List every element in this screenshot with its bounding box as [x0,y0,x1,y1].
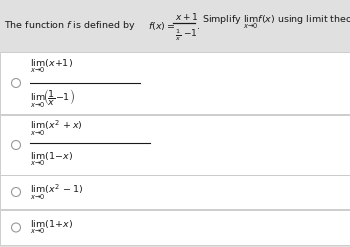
Text: The function $\mathit{f}$ is defined by: The function $\mathit{f}$ is defined by [4,20,136,33]
Bar [0,115,350,175]
Text: $\frac{1}{x}$: $\frac{1}{x}$ [175,28,181,43]
Bar [0,52,350,114]
Text: Simplify $\lim_{x\to 0} f(x)$ using limit theorems.: Simplify $\lim_{x\to 0} f(x)$ using limi… [202,13,350,31]
Text: .: . [197,21,200,31]
Bar [0,210,350,245]
Text: $\lim_{x \to 0}\!\left(\dfrac{1}{x}-1\right)$: $\lim_{x \to 0}\!\left(\dfrac{1}{x}-1\ri… [30,88,75,110]
Text: $\lim_{x \to 0}(x^2-1)$: $\lim_{x \to 0}(x^2-1)$ [30,182,83,202]
Bar [0,175,350,209]
Text: $f(x)=$: $f(x)=$ [148,20,175,32]
Text: $\lim_{x \to 0}(x+1)$: $\lim_{x \to 0}(x+1)$ [30,57,73,75]
Text: $\lim_{x \to 0}(1-x)$: $\lim_{x \to 0}(1-x)$ [30,150,73,168]
Text: $\lim_{x \to 0}(x^2+x)$: $\lim_{x \to 0}(x^2+x)$ [30,118,83,138]
Text: $-1$: $-1$ [183,27,197,39]
Text: $x+1$: $x+1$ [175,11,198,21]
Bar [0,0,350,52]
Text: $\lim_{x \to 0}(1+x)$: $\lim_{x \to 0}(1+x)$ [30,219,73,236]
